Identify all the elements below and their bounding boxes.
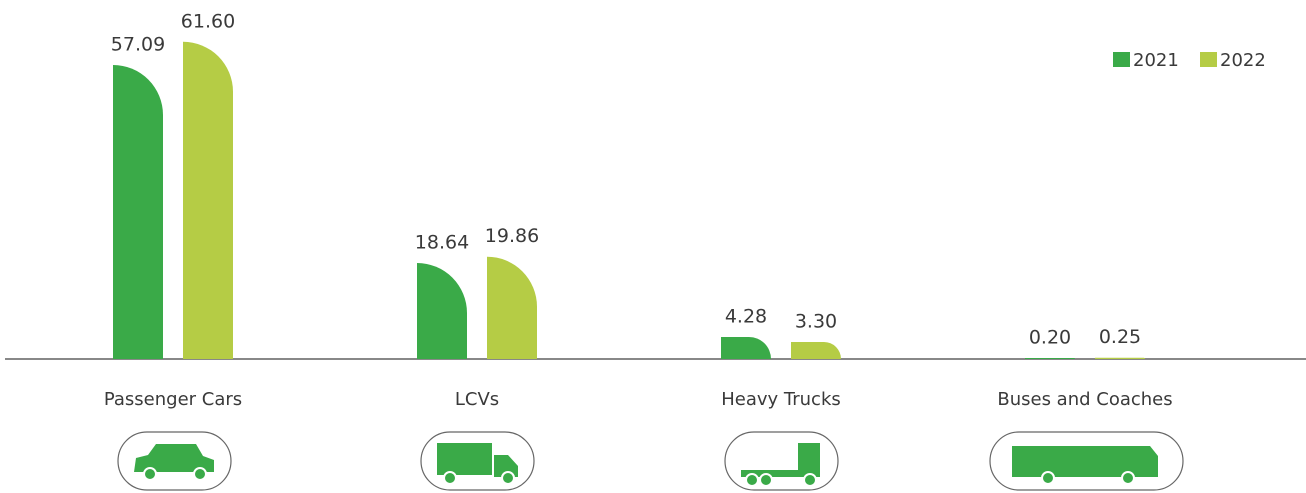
bar (417, 263, 467, 359)
bus-icon (1012, 446, 1158, 477)
legend-label: 2022 (1220, 50, 1266, 71)
value-label: 3.30 (795, 311, 837, 333)
icons (117, 431, 1184, 491)
bar (791, 342, 841, 359)
icon-frame (724, 431, 839, 491)
truck-icon (437, 443, 518, 477)
x-tick-label: Passenger Cars (104, 389, 242, 410)
bar (487, 256, 537, 359)
value-label: 57.09 (111, 33, 165, 55)
wheel (143, 467, 157, 481)
wheel (803, 473, 817, 487)
bar (113, 64, 163, 359)
legend-swatch (1113, 52, 1130, 67)
value-label: 4.28 (725, 305, 767, 327)
x-tick-label: Heavy Trucks (721, 389, 841, 410)
legend-swatch (1200, 52, 1217, 67)
value-label: 61.60 (181, 10, 235, 32)
value-label: 0.20 (1029, 326, 1071, 348)
legend-label: 2021 (1133, 50, 1179, 71)
x-tick-label: Buses and Coaches (997, 389, 1172, 410)
value-label: 0.25 (1099, 326, 1141, 348)
wheel (759, 473, 773, 487)
wheel (1041, 471, 1055, 485)
bar (1025, 357, 1075, 359)
truck-icon (741, 443, 820, 477)
wheel (1121, 471, 1135, 485)
wheel (745, 473, 759, 487)
bar (721, 336, 771, 359)
bar (1095, 357, 1145, 359)
wheel (501, 471, 515, 485)
value-label: 18.64 (415, 232, 469, 254)
bar (183, 41, 233, 359)
wheel (193, 467, 207, 481)
wheel (443, 471, 457, 485)
x-tick-label: LCVs (455, 389, 499, 410)
value-label: 19.86 (485, 225, 539, 247)
car-icon (134, 444, 214, 472)
